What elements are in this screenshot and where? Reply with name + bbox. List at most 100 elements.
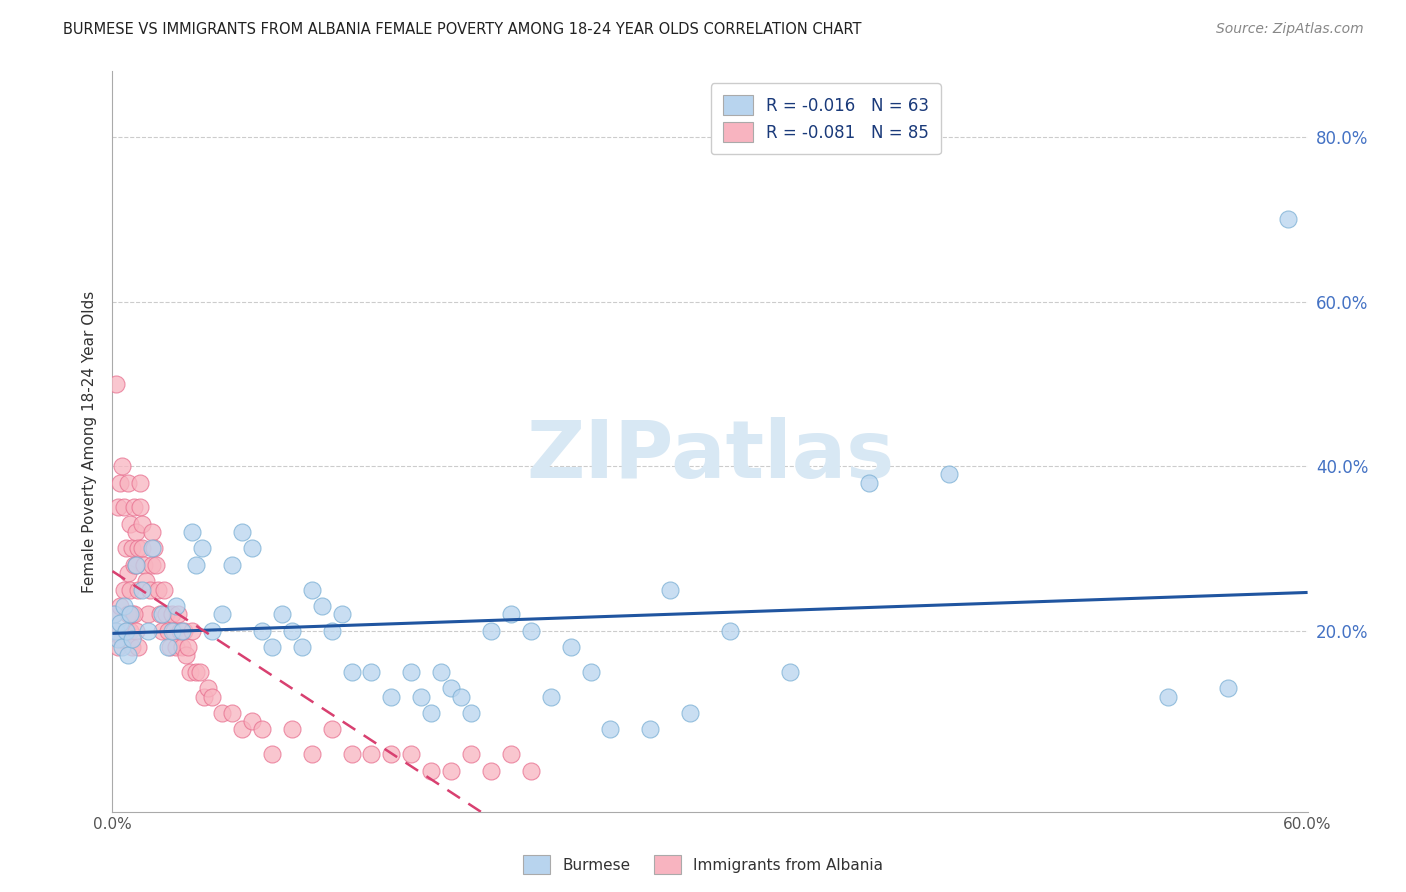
Point <box>211 706 233 720</box>
Point <box>181 624 204 638</box>
Point <box>301 747 323 761</box>
Point <box>420 764 443 778</box>
Point <box>127 640 149 655</box>
Point <box>103 607 125 622</box>
Point <box>197 681 219 696</box>
Point <box>125 524 148 539</box>
Point <box>460 706 482 720</box>
Point <box>115 541 138 556</box>
Point <box>231 524 253 539</box>
Text: ZIPatlas: ZIPatlas <box>526 417 894 495</box>
Point <box>124 500 146 515</box>
Point <box>659 582 682 597</box>
Point <box>440 764 463 778</box>
Point <box>430 665 453 679</box>
Point <box>131 541 153 556</box>
Point <box>173 624 195 638</box>
Point <box>163 624 186 638</box>
Point <box>221 558 243 572</box>
Point <box>159 640 181 655</box>
Point <box>181 524 204 539</box>
Point <box>231 723 253 737</box>
Point <box>139 582 162 597</box>
Point <box>540 690 562 704</box>
Point <box>105 624 128 638</box>
Point <box>110 599 132 613</box>
Point <box>107 632 129 646</box>
Point <box>380 690 402 704</box>
Point <box>1216 681 1239 696</box>
Point <box>120 516 142 531</box>
Point <box>120 624 142 638</box>
Point <box>479 624 502 638</box>
Point <box>127 541 149 556</box>
Point <box>105 624 128 638</box>
Point <box>281 624 304 638</box>
Point <box>121 640 143 655</box>
Point <box>111 632 134 646</box>
Point <box>450 690 472 704</box>
Point <box>135 574 157 589</box>
Point <box>938 467 960 482</box>
Point <box>131 582 153 597</box>
Point <box>779 665 801 679</box>
Point <box>174 648 197 663</box>
Point <box>440 681 463 696</box>
Point <box>211 607 233 622</box>
Point <box>169 624 191 638</box>
Point <box>321 723 343 737</box>
Point <box>111 640 134 655</box>
Point <box>162 624 183 638</box>
Point <box>191 541 214 556</box>
Point <box>520 624 543 638</box>
Point <box>165 640 187 655</box>
Point <box>411 690 433 704</box>
Point <box>858 475 880 490</box>
Point <box>193 690 215 704</box>
Point <box>138 607 160 622</box>
Point <box>110 475 132 490</box>
Point <box>579 665 602 679</box>
Point <box>115 624 138 638</box>
Point <box>260 640 283 655</box>
Point <box>291 640 314 655</box>
Point <box>380 747 402 761</box>
Point <box>124 607 146 622</box>
Point <box>107 640 129 655</box>
Point <box>153 582 176 597</box>
Point <box>360 665 382 679</box>
Point <box>129 475 152 490</box>
Point <box>121 541 143 556</box>
Point <box>599 723 621 737</box>
Point <box>460 747 482 761</box>
Point <box>125 558 148 572</box>
Point <box>179 665 201 679</box>
Point <box>340 665 363 679</box>
Point <box>117 475 139 490</box>
Point <box>401 747 423 761</box>
Point <box>141 558 163 572</box>
Point <box>360 747 382 761</box>
Point <box>125 558 148 572</box>
Point <box>149 607 172 622</box>
Point <box>1277 212 1299 227</box>
Point <box>172 640 194 655</box>
Point <box>479 764 502 778</box>
Point <box>145 558 167 572</box>
Point <box>188 665 211 679</box>
Point <box>240 714 263 729</box>
Point <box>311 599 333 613</box>
Point <box>129 500 152 515</box>
Point <box>150 624 173 638</box>
Point <box>165 599 187 613</box>
Point <box>301 582 323 597</box>
Point <box>201 690 224 704</box>
Point <box>520 764 543 778</box>
Point <box>110 615 132 630</box>
Point <box>117 607 139 622</box>
Point <box>105 376 128 391</box>
Point <box>281 723 304 737</box>
Point <box>186 558 208 572</box>
Point <box>115 624 138 638</box>
Point <box>640 723 662 737</box>
